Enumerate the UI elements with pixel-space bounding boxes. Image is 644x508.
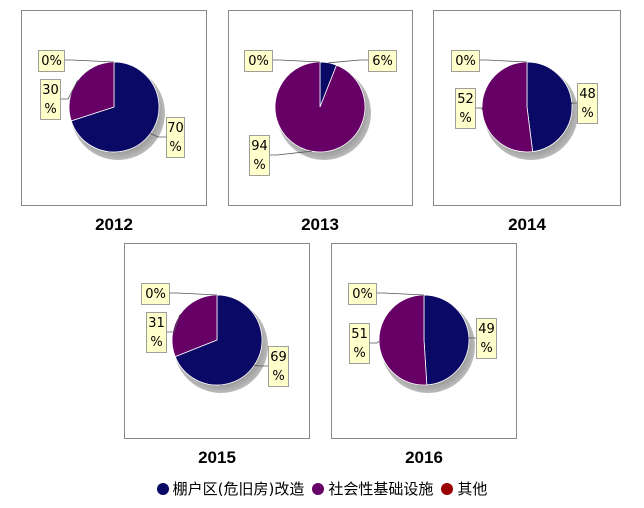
pie-slice xyxy=(274,61,366,153)
data-label-box xyxy=(476,318,497,359)
data-label: 69% xyxy=(270,350,287,384)
data-label: 6% xyxy=(372,54,393,69)
pie-slice xyxy=(70,61,160,153)
data-label: 49% xyxy=(478,322,495,356)
data-label: 51% xyxy=(351,327,368,361)
pie-slice xyxy=(526,61,573,153)
legend-item: 棚户区(危旧房)改造 xyxy=(156,478,305,499)
leader-line xyxy=(150,133,166,138)
data-label-box xyxy=(38,50,65,72)
chart-title: 2012 xyxy=(95,215,133,234)
legend-marker-icon xyxy=(312,483,325,495)
data-label-box xyxy=(166,117,185,158)
pie-chart-2012: 70 % 30 % 0% 2012 xyxy=(21,10,207,234)
data-label: 0% xyxy=(455,54,476,69)
data-label-box xyxy=(451,50,480,72)
legend-item: 社会性基础设施 xyxy=(312,478,433,499)
data-label: 52% xyxy=(457,92,474,126)
leader-line xyxy=(269,150,312,156)
leader-line xyxy=(369,341,380,344)
chart-title: 2016 xyxy=(405,448,443,467)
legend-item: 其他 xyxy=(441,478,487,499)
data-label: 70% xyxy=(167,121,184,155)
data-label-box xyxy=(141,283,170,305)
data-label: 94% xyxy=(251,139,268,173)
legend-marker-icon xyxy=(441,483,454,495)
pie-chart-2015: 69 % 31 % 0% 2015 xyxy=(124,243,310,467)
leader-line xyxy=(169,292,218,296)
pie-chart-2014: 48 % 52 % 0% 2014 xyxy=(433,10,621,234)
data-label: 0% xyxy=(352,287,373,302)
leader-line xyxy=(166,314,181,333)
leader-line xyxy=(479,59,528,63)
legend-label: 其他 xyxy=(457,480,488,498)
data-label: 48% xyxy=(579,87,596,121)
leader-line xyxy=(254,364,268,367)
chart-title: 2014 xyxy=(508,215,546,234)
legend: 棚户区(危旧房)改造 社会性基础设施 其他 xyxy=(0,478,644,499)
pie-chart-2016: 49 % 51 % 0% 2016 xyxy=(331,243,517,467)
leader-line xyxy=(475,107,483,110)
chart-title: 2015 xyxy=(198,448,236,467)
leader-line xyxy=(571,102,577,105)
data-label-box xyxy=(577,83,598,124)
data-label: 30% xyxy=(42,83,59,117)
legend-marker-icon xyxy=(156,483,169,495)
data-label: 0% xyxy=(248,54,269,69)
data-label-box xyxy=(368,50,397,72)
data-label: 31% xyxy=(148,316,165,350)
chart-title: 2013 xyxy=(301,215,339,234)
data-label-box xyxy=(146,312,167,353)
data-label-box xyxy=(455,88,476,129)
data-label-box xyxy=(348,283,377,305)
data-label: 0% xyxy=(41,54,62,69)
leader-line xyxy=(272,59,321,63)
leader-line xyxy=(468,337,476,339)
data-label-box xyxy=(244,50,273,72)
data-label-box xyxy=(349,323,370,364)
leader-line xyxy=(376,292,425,296)
pie-slice xyxy=(423,294,470,386)
leader-line xyxy=(64,59,115,63)
data-label-box xyxy=(40,79,61,120)
pie-slice xyxy=(174,294,263,386)
legend-label: 社会性基础设施 xyxy=(328,480,434,498)
data-label-box xyxy=(249,135,270,176)
data-label: 0% xyxy=(145,287,166,302)
legend-label: 棚户区(危旧房)改造 xyxy=(172,480,305,498)
leader-line xyxy=(60,80,78,100)
pie-chart-2013: 6% 94 % 0% 2013 xyxy=(228,10,413,234)
leader-line xyxy=(328,59,368,64)
data-label-box xyxy=(268,346,289,387)
